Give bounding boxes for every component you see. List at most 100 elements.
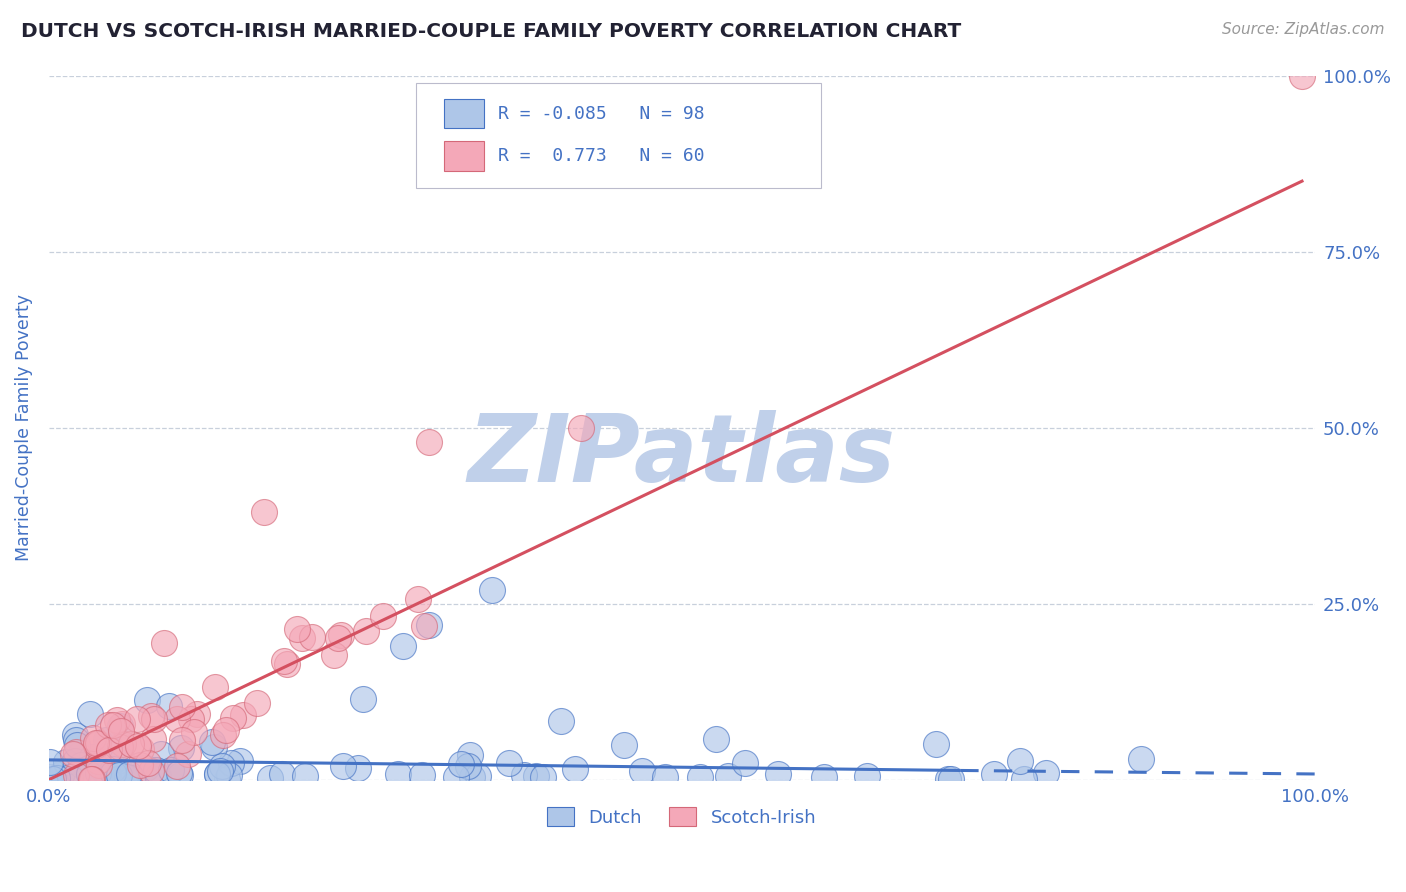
Point — [512, 767, 534, 781]
Point — [418, 434, 440, 449]
Point — [322, 648, 344, 662]
Point — [413, 618, 436, 632]
Point — [301, 630, 323, 644]
Point — [328, 631, 350, 645]
Point — [97, 743, 120, 757]
Point — [1010, 755, 1032, 769]
Point — [457, 758, 479, 772]
Point — [62, 747, 84, 762]
Point — [66, 738, 89, 752]
Legend: Dutch, Scotch-Irish: Dutch, Scotch-Irish — [540, 800, 824, 834]
Point — [613, 738, 636, 752]
Point — [205, 767, 228, 781]
Point — [208, 764, 231, 779]
Point — [45, 771, 67, 785]
Point — [142, 732, 165, 747]
Point — [939, 772, 962, 786]
Point — [631, 764, 654, 779]
Point — [215, 772, 238, 786]
Point — [143, 712, 166, 726]
Point — [498, 756, 520, 771]
Point — [450, 756, 472, 771]
Point — [101, 762, 124, 776]
Point — [160, 763, 183, 777]
Point — [276, 657, 298, 671]
Point — [69, 746, 91, 760]
Point — [101, 766, 124, 780]
Point — [461, 770, 484, 784]
Point — [41, 765, 63, 780]
Point — [481, 582, 503, 597]
Point — [101, 744, 124, 758]
Point — [550, 714, 572, 728]
Point — [157, 698, 180, 713]
Point — [55, 756, 77, 770]
Point — [689, 770, 711, 784]
Point — [87, 736, 110, 750]
Point — [139, 709, 162, 723]
Point — [524, 769, 547, 783]
Text: R = -0.085   N = 98: R = -0.085 N = 98 — [498, 104, 704, 122]
Point — [717, 769, 740, 783]
Point — [110, 753, 132, 767]
Text: DUTCH VS SCOTCH-IRISH MARRIED-COUPLE FAMILY POVERTY CORRELATION CHART: DUTCH VS SCOTCH-IRISH MARRIED-COUPLE FAM… — [21, 22, 962, 41]
Point — [135, 761, 157, 775]
Point — [111, 717, 134, 731]
Point — [127, 712, 149, 726]
FancyBboxPatch shape — [444, 99, 485, 128]
Point — [925, 737, 948, 751]
Point — [253, 505, 276, 519]
Point — [65, 732, 87, 747]
Point — [38, 770, 60, 784]
Point — [205, 766, 228, 780]
Point — [114, 770, 136, 784]
Point — [169, 768, 191, 782]
Point — [180, 712, 202, 726]
Point — [294, 769, 316, 783]
Point — [177, 747, 200, 761]
Point — [408, 592, 430, 607]
Point — [103, 766, 125, 780]
Point — [704, 732, 727, 747]
Point — [183, 725, 205, 739]
Point — [221, 711, 243, 725]
Point — [166, 758, 188, 772]
Point — [332, 759, 354, 773]
Point — [467, 769, 489, 783]
Point — [392, 639, 415, 653]
Point — [1035, 765, 1057, 780]
Point — [411, 768, 433, 782]
Point — [371, 609, 394, 624]
Point — [38, 756, 60, 770]
Point — [418, 617, 440, 632]
Point — [291, 632, 314, 646]
Point — [94, 732, 117, 747]
Point — [218, 768, 240, 782]
Text: ZIPatlas: ZIPatlas — [468, 409, 896, 501]
Point — [51, 765, 73, 780]
Point — [211, 759, 233, 773]
Point — [82, 731, 104, 745]
Point — [1291, 69, 1313, 83]
Point — [97, 768, 120, 782]
Point — [69, 765, 91, 780]
Point — [200, 735, 222, 749]
Point — [170, 733, 193, 747]
Point — [107, 772, 129, 786]
Point — [446, 770, 468, 784]
Point — [219, 756, 242, 771]
Point — [232, 708, 254, 723]
Point — [172, 700, 194, 714]
Point — [352, 692, 374, 706]
Point — [983, 767, 1005, 781]
Point — [204, 680, 226, 694]
Point — [186, 706, 208, 721]
Point — [212, 728, 235, 742]
Point — [84, 736, 107, 750]
Point — [285, 622, 308, 636]
Point — [259, 772, 281, 786]
Y-axis label: Married-Couple Family Poverty: Married-Couple Family Poverty — [15, 294, 32, 561]
Point — [150, 747, 173, 761]
Point — [936, 772, 959, 786]
Point — [70, 757, 93, 772]
